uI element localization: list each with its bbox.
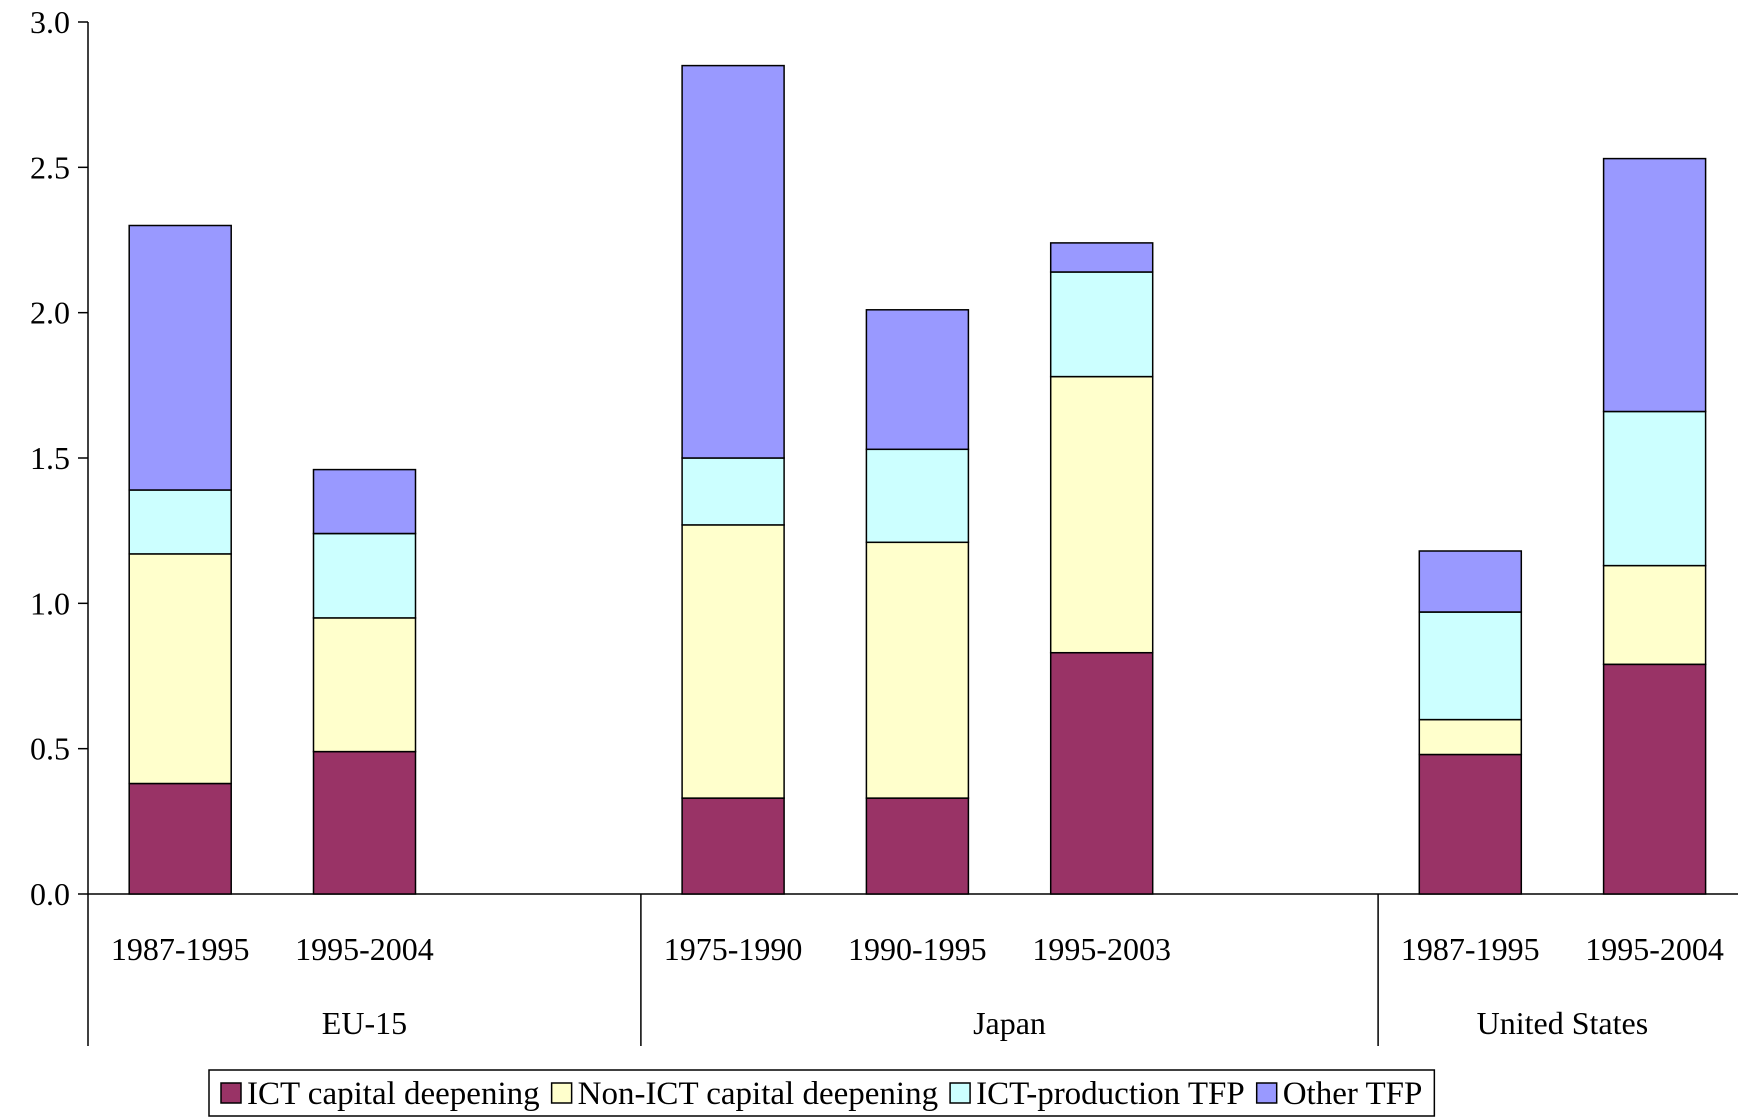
bar-segment-non-ict-capital-deepening <box>1049 375 1154 654</box>
bar-segment-non-ict-capital-deepening <box>1418 718 1523 756</box>
x-axis: 1987-1995 1995-2004 1975-1990 1990-1995 1995… <box>87 894 1724 1046</box>
bar-segment-ict-production-tfp <box>128 489 232 555</box>
legend-swatch <box>949 1082 971 1104</box>
bar-segment-other-tfp <box>681 64 785 459</box>
x-category-label: 1987-1995 <box>1401 931 1540 967</box>
bar-segment-other-tfp <box>128 224 232 491</box>
x-category-label: 1995-2004 <box>295 931 434 967</box>
y-tick-label: 2.0 <box>30 295 70 331</box>
bar-segment-ict-production-tfp <box>1602 410 1707 567</box>
bars <box>128 64 1707 895</box>
bar-segment-ict-production-tfp <box>1049 271 1154 378</box>
y-tick-label: 2.5 <box>30 149 70 185</box>
x-category-label: 1995-2004 <box>1585 931 1724 967</box>
bar-segment-non-ict-capital-deepening <box>1602 564 1707 666</box>
bar-segment-other-tfp <box>1602 157 1707 413</box>
legend-label: ICT capital deepening <box>247 1076 540 1112</box>
y-tick-label: 1.5 <box>30 440 70 476</box>
bar-segment-ict-capital-deepening <box>128 782 232 895</box>
legend-label: ICT-production TFP <box>976 1076 1245 1112</box>
bar-segment-non-ict-capital-deepening <box>865 541 970 799</box>
bar-segment-ict-production-tfp <box>681 457 785 526</box>
bar-segment-non-ict-capital-deepening <box>312 617 417 753</box>
legend-label: Other TFP <box>1283 1076 1423 1112</box>
bar-segment-other-tfp <box>1418 550 1523 613</box>
bar-segment-ict-capital-deepening <box>312 750 417 895</box>
bar-segment-non-ict-capital-deepening <box>681 524 785 799</box>
bar-segment-ict-capital-deepening <box>681 797 785 895</box>
bar-segment-other-tfp <box>865 309 970 451</box>
bar-segment-ict-capital-deepening <box>1418 753 1523 895</box>
x-category-label: 1987-1995 <box>111 931 250 967</box>
bar-segment-ict-production-tfp <box>1418 611 1523 721</box>
legend-swatch <box>550 1082 573 1104</box>
bar-segment-ict-capital-deepening <box>1049 651 1154 895</box>
x-category-label: 1990-1995 <box>848 931 987 967</box>
x-group-label: United States <box>1477 1005 1649 1041</box>
bar-segment-ict-production-tfp <box>312 532 417 619</box>
x-category-label: 1975-1990 <box>664 931 803 967</box>
bar-segment-other-tfp <box>1049 242 1154 273</box>
bar-segment-ict-production-tfp <box>865 448 970 544</box>
y-tick-label: 0.0 <box>30 876 70 912</box>
bar-segment-ict-capital-deepening <box>1602 663 1707 895</box>
y-tick-label: 0.5 <box>30 731 70 767</box>
legend-box <box>208 1069 1436 1117</box>
legend-swatch <box>1255 1082 1278 1104</box>
bar-segment-other-tfp <box>312 468 417 535</box>
bar-segment-ict-capital-deepening <box>865 797 970 895</box>
bar-segment-non-ict-capital-deepening <box>128 553 232 785</box>
y-tick-label: 1.0 <box>30 585 70 621</box>
x-group-label: Japan <box>973 1005 1046 1041</box>
x-group-label: EU-15 <box>322 1005 407 1041</box>
legend-label: Non-ICT capital deepening <box>578 1076 938 1112</box>
legend-swatch <box>220 1082 242 1104</box>
x-category-label: 1995-2003 <box>1032 931 1171 967</box>
y-tick-label: 3.0 <box>30 4 70 40</box>
legend: ICT capital deepening Non-ICT capital dee… <box>208 1069 1436 1117</box>
